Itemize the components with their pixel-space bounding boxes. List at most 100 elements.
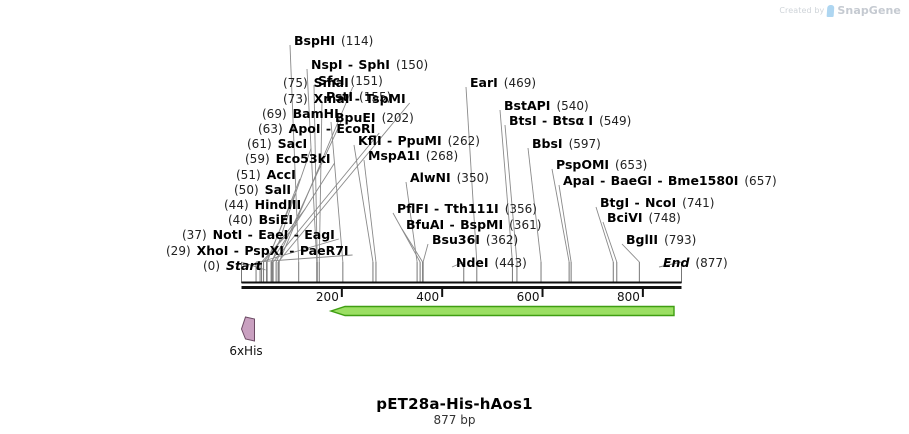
enzyme-name-bstapi-0: BstAPI bbox=[504, 98, 551, 113]
enzyme-name-separator: - bbox=[630, 195, 645, 210]
enzyme-label-start[interactable]: (0) Start bbox=[203, 259, 262, 273]
enzyme-position-noti-eaei-eagi: (37) bbox=[182, 228, 207, 242]
enzyme-label-smai[interactable]: (75) SmaI bbox=[283, 76, 349, 90]
enzyme-label-pflfi-tth111i[interactable]: PflFI - Tth111I (356) bbox=[397, 202, 537, 216]
enzyme-name-hindiii-0: HindIII bbox=[254, 197, 302, 212]
enzyme-label-psti[interactable]: PstI (155) bbox=[326, 90, 391, 104]
ruler-tick-200: 200 bbox=[315, 290, 339, 304]
enzyme-position-eari: (469) bbox=[503, 76, 537, 90]
enzyme-name-pspomi-0: PspOMI bbox=[556, 157, 610, 172]
enzyme-label-end[interactable]: End (877) bbox=[663, 256, 728, 270]
enzyme-name-noti-eaei-eagi-0: NotI bbox=[212, 227, 243, 242]
enzyme-label-btgi-ncoi[interactable]: BtgI - NcoI (741) bbox=[600, 196, 714, 210]
enzyme-position-mspa1i: (268) bbox=[425, 149, 459, 163]
enzyme-position-start: (0) bbox=[203, 259, 220, 273]
enzyme-label-xmai-tspmi[interactable]: (73) XmaI - TspMI bbox=[283, 92, 406, 106]
enzyme-name-xmai-tspmi-1: TspMI bbox=[365, 91, 406, 106]
enzyme-label-eco53ki[interactable]: (59) Eco53kI bbox=[245, 152, 331, 166]
enzyme-name-separator: - bbox=[229, 243, 244, 258]
enzyme-position-apoi-ecori: (63) bbox=[258, 122, 283, 136]
enzyme-name-separator: - bbox=[382, 133, 397, 148]
enzyme-name-separator: - bbox=[284, 243, 299, 258]
enzyme-label-acci[interactable]: (51) AccI bbox=[236, 168, 296, 182]
enzyme-name-separator: - bbox=[350, 91, 365, 106]
enzyme-position-psti: (155) bbox=[359, 90, 392, 104]
enzyme-label-bbsi[interactable]: BbsI (597) bbox=[532, 137, 601, 151]
enzyme-label-apai-baegi-bme1580i[interactable]: ApaI - BaeGI - Bme1580I (657) bbox=[563, 174, 777, 188]
enzyme-label-sali[interactable]: (50) SalI bbox=[234, 183, 291, 197]
enzyme-name-psti-0: PstI bbox=[326, 89, 354, 104]
enzyme-name-ndei-0: NdeI bbox=[456, 255, 489, 270]
enzyme-label-pspomi[interactable]: PspOMI (653) bbox=[556, 158, 647, 172]
enzyme-name-separator: - bbox=[595, 173, 610, 188]
enzyme-label-eari[interactable]: EarI (469) bbox=[470, 76, 536, 90]
enzyme-label-apoi-ecori[interactable]: (63) ApoI - EcoRI bbox=[258, 122, 375, 136]
enzyme-label-btsi-btsai[interactable]: BtsI - Btsα I (549) bbox=[509, 114, 631, 128]
enzyme-position-bamhi: (69) bbox=[262, 107, 287, 121]
backbone-group bbox=[241, 262, 682, 297]
enzyme-label-bsiei[interactable]: (40) BsiEI bbox=[228, 213, 293, 227]
enzyme-name-pflfi-tth111i-0: PflFI bbox=[397, 201, 429, 216]
enzyme-label-bstapi[interactable]: BstAPI (540) bbox=[504, 99, 589, 113]
enzyme-label-nspi-sphi[interactable]: NspI - SphI (150) bbox=[311, 58, 428, 72]
leader-lines-group bbox=[241, 44, 682, 271]
enzyme-position-bbsi: (597) bbox=[568, 137, 601, 151]
enzyme-name-noti-eaei-eagi-1: EaeI bbox=[258, 227, 289, 242]
enzyme-name-separator: - bbox=[445, 217, 460, 232]
enzyme-label-noti-eaei-eagi[interactable]: (37) NotI - EaeI - EagI bbox=[182, 228, 335, 242]
enzyme-name-btsi-btsai-0: BtsI bbox=[509, 113, 537, 128]
enzyme-name-bcivi-0: BciVI bbox=[607, 210, 643, 225]
watermark-brand-text: SnapGene bbox=[837, 4, 901, 17]
enzyme-name-xhoi-pspxi-paer7i-2: PaeR7I bbox=[299, 243, 349, 258]
enzyme-position-alwni: (350) bbox=[456, 171, 489, 185]
enzyme-name-bglii-0: BglII bbox=[626, 232, 659, 247]
enzyme-name-bpuei-0: BpuEI bbox=[335, 110, 376, 125]
enzyme-name-sfci-0: SfcI bbox=[318, 73, 345, 88]
enzyme-name-bamhi-0: BamHI bbox=[292, 106, 339, 121]
enzyme-label-bsu36i[interactable]: Bsu36I (362) bbox=[432, 233, 518, 247]
enzyme-label-ndei[interactable]: NdeI (443) bbox=[456, 256, 527, 270]
enzyme-position-btsi-btsai: (549) bbox=[599, 114, 632, 128]
enzyme-label-bfuai-bspmi[interactable]: BfuAI - BspMI (361) bbox=[406, 218, 541, 232]
enzyme-label-xhoi-pspxi-paer7i[interactable]: (29) XhoI - PspXI - PaeR7I bbox=[166, 244, 349, 258]
enzyme-name-apai-baegi-bme1580i-0: ApaI bbox=[563, 173, 595, 188]
enzyme-label-bglii[interactable]: BglII (793) bbox=[626, 233, 696, 247]
enzyme-label-kfli-ppumi[interactable]: KflI - PpuMI (262) bbox=[358, 134, 480, 148]
enzyme-name-bbsi-0: BbsI bbox=[532, 136, 563, 151]
ruler-tick-400: 400 bbox=[416, 290, 440, 304]
enzyme-label-bpuei[interactable]: BpuEI (202) bbox=[335, 111, 414, 125]
enzyme-position-bsiei: (40) bbox=[228, 213, 253, 227]
enzyme-position-end: (877) bbox=[695, 256, 728, 270]
enzyme-label-bamhi[interactable]: (69) BamHI bbox=[262, 107, 339, 121]
watermark-created-by-text: Created by bbox=[779, 6, 825, 15]
enzyme-label-alwni[interactable]: AlwNI (350) bbox=[410, 171, 489, 185]
enzyme-position-bpuei: (202) bbox=[381, 111, 414, 125]
enzyme-label-mspa1i[interactable]: MspA1I (268) bbox=[368, 149, 458, 163]
enzyme-name-separator: - bbox=[343, 57, 358, 72]
enzyme-label-bcivi[interactable]: BciVI (748) bbox=[607, 211, 681, 225]
enzyme-name-xhoi-pspxi-paer7i-0: XhoI bbox=[196, 243, 229, 258]
enzyme-name-kfli-ppumi-1: PpuMI bbox=[397, 133, 442, 148]
enzyme-position-apai-baegi-bme1580i: (657) bbox=[744, 174, 777, 188]
feature-label-6xhis: 6xHis bbox=[229, 344, 263, 358]
enzyme-name-nspi-sphi-1: SphI bbox=[358, 57, 390, 72]
enzyme-position-eco53ki: (59) bbox=[245, 152, 270, 166]
enzyme-name-acci-0: AccI bbox=[266, 167, 296, 182]
enzyme-name-noti-eaei-eagi-2: EagI bbox=[304, 227, 335, 242]
enzyme-name-btsi-btsai-1: Btsα I bbox=[552, 113, 594, 128]
enzyme-position-bglii: (793) bbox=[664, 233, 697, 247]
enzyme-label-hindiii[interactable]: (44) HindIII bbox=[224, 198, 301, 212]
enzyme-name-nspi-sphi-0: NspI bbox=[311, 57, 343, 72]
page-title: pET28a-His-hAos1 bbox=[376, 395, 533, 413]
enzyme-position-xhoi-pspxi-paer7i: (29) bbox=[166, 244, 191, 258]
snapgene-watermark: Created by SnapGene bbox=[779, 4, 901, 17]
enzyme-name-eco53ki-0: Eco53kI bbox=[275, 151, 331, 166]
enzyme-name-smai-0: SmaI bbox=[313, 75, 349, 90]
enzyme-label-sfci[interactable]: SfcI (151) bbox=[318, 74, 383, 88]
enzyme-label-saci[interactable]: (61) SacI bbox=[247, 137, 307, 151]
enzyme-label-bsphi[interactable]: BspHI (114) bbox=[294, 34, 373, 48]
enzyme-name-alwni-0: AlwNI bbox=[410, 170, 451, 185]
enzyme-name-apoi-ecori-0: ApoI bbox=[288, 121, 321, 136]
enzyme-position-bstapi: (540) bbox=[556, 99, 589, 113]
